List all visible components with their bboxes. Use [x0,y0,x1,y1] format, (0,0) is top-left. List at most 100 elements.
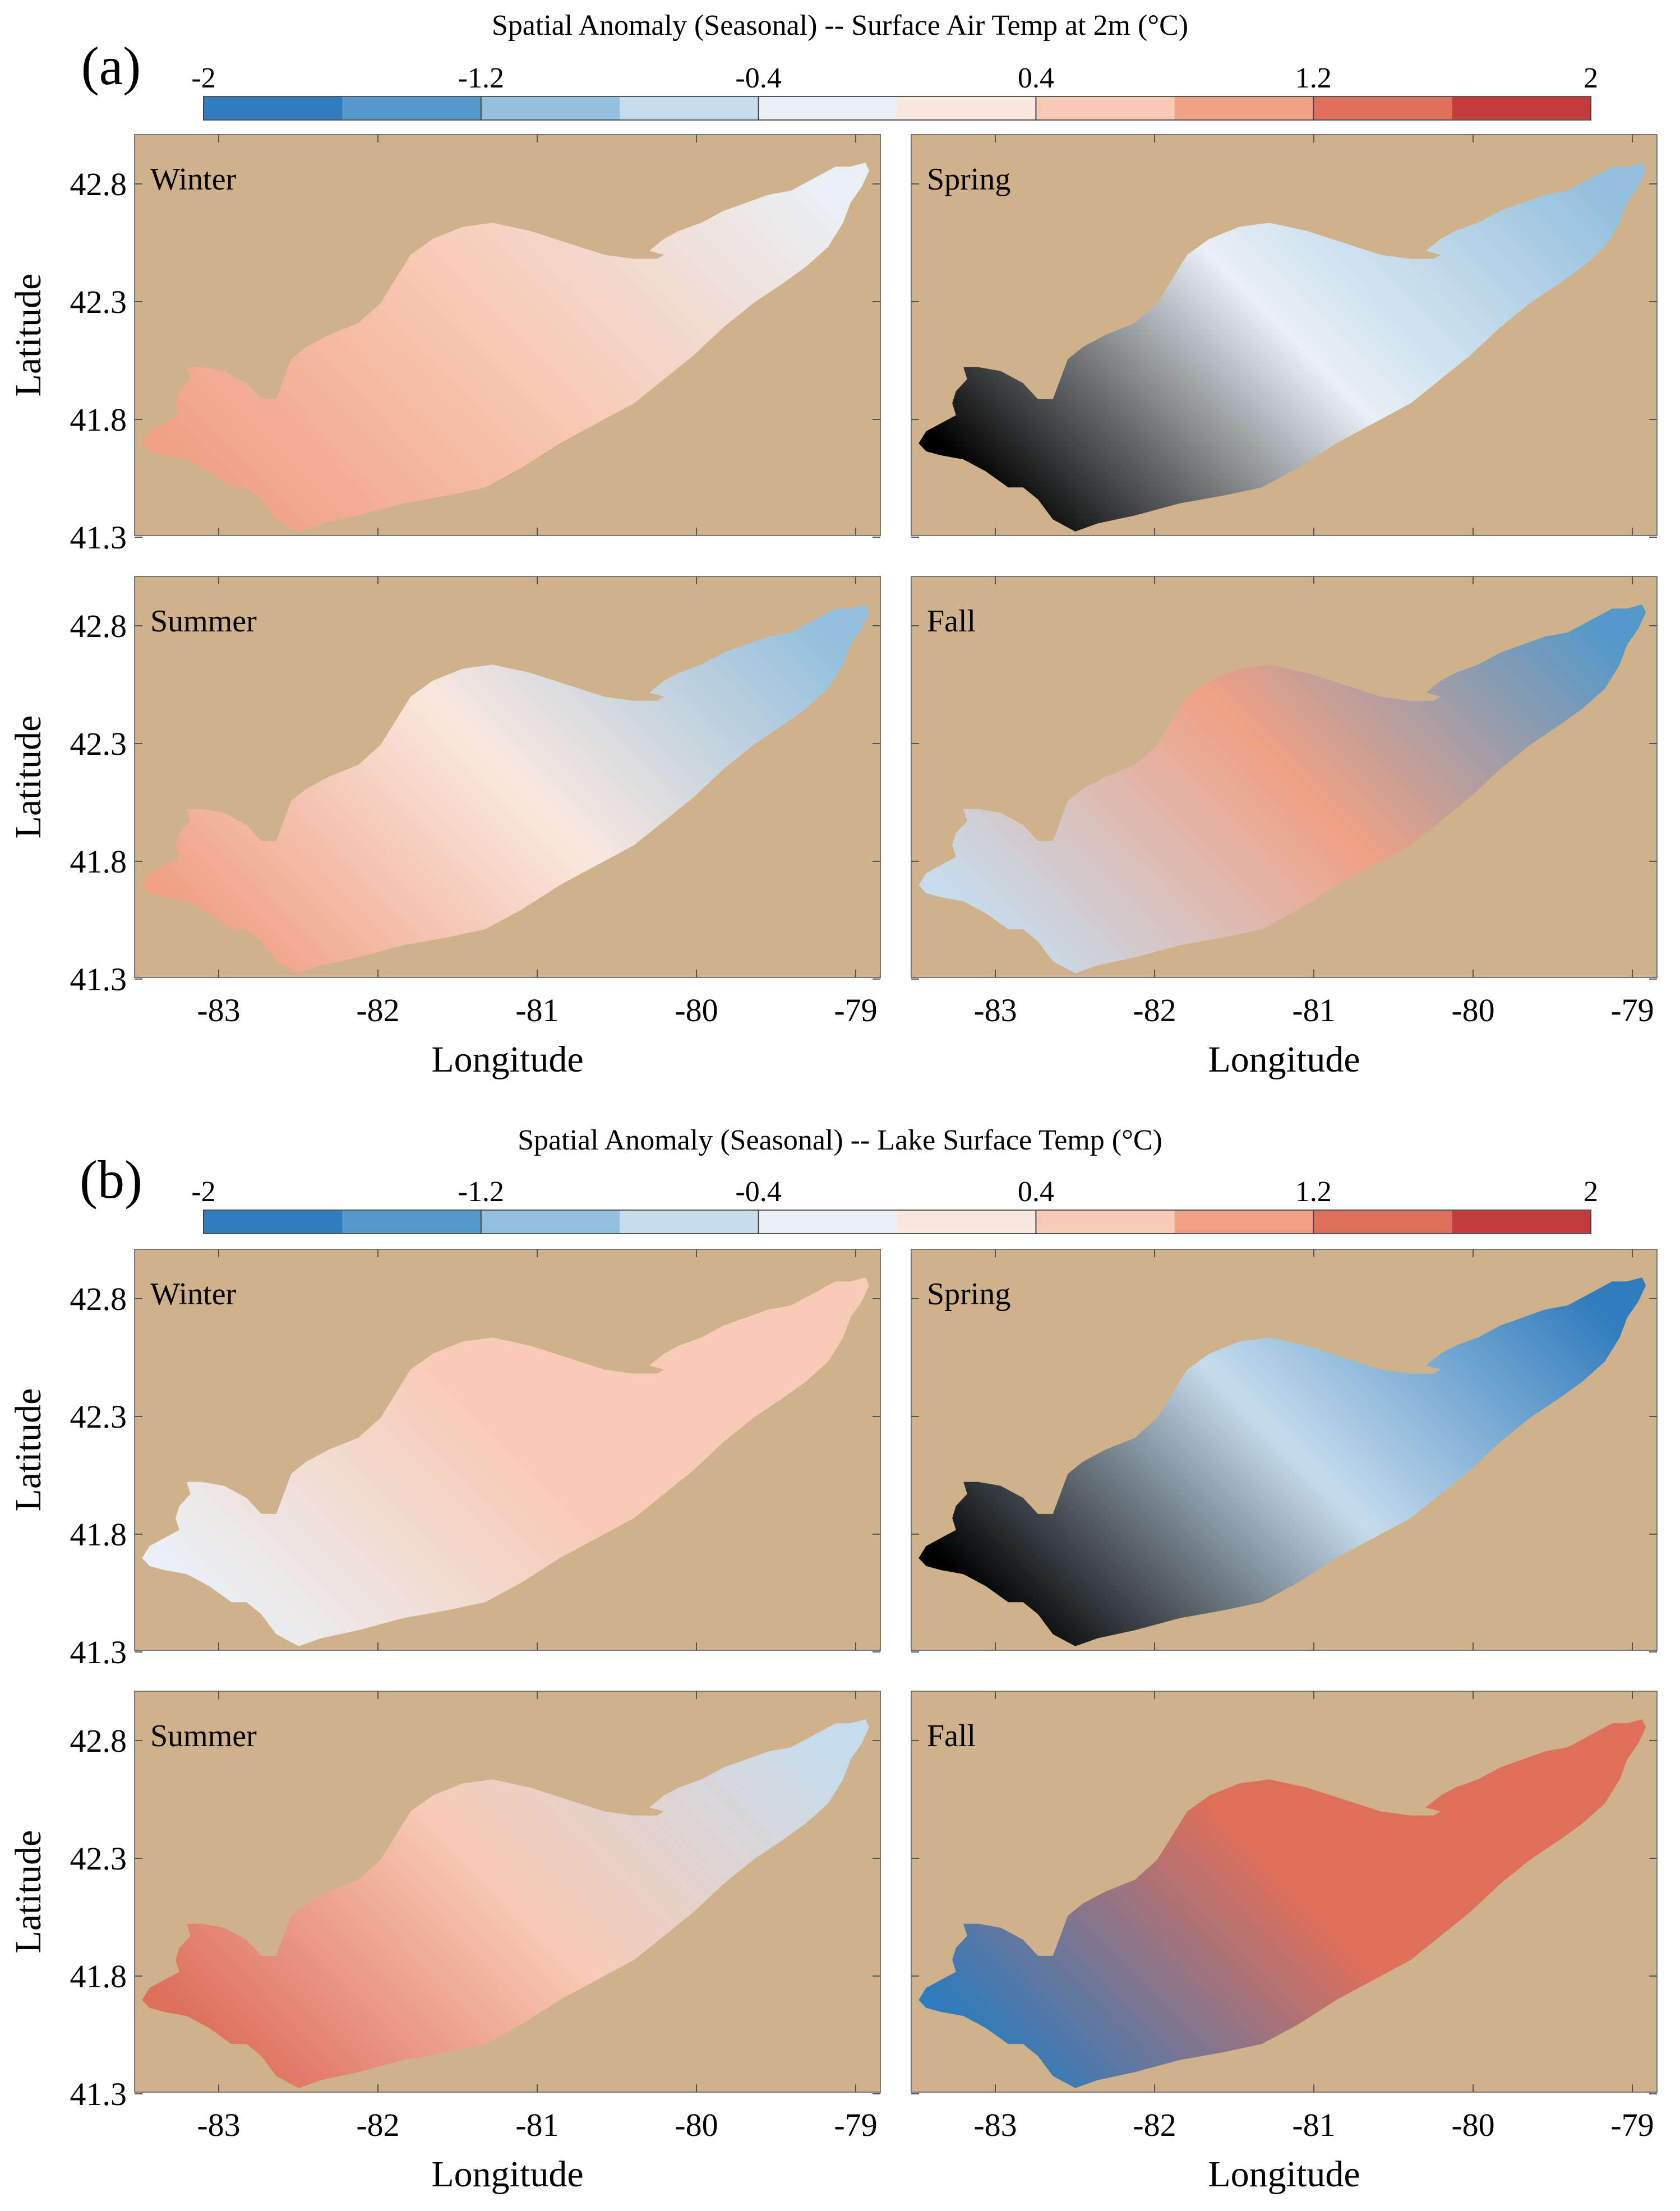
x-tick-label: -80 [1451,992,1494,1028]
x-tick-label: -82 [1133,992,1176,1028]
colorbar-segment [1174,96,1314,120]
y-axis-label: Latitude [8,1830,49,1954]
lake-erie-anomaly [919,604,1646,973]
panel-a: Spatial Anomaly (Seasonal) -- Surface Ai… [8,10,1658,1080]
colorbar-tick-label: -1.2 [458,62,504,94]
x-tick-label: -82 [1133,2107,1176,2143]
panel-letter: (b) [80,1150,142,1210]
map-panel-winter: Winter 42.8 42.3 41.8 41.3 Latitude [8,1249,881,1670]
x-tick-label: -83 [197,2107,240,2143]
panel-frame [134,576,881,978]
x-tick-label: -81 [1292,2107,1335,2143]
y-tick-label: 41.3 [70,961,127,998]
colorbar-tick-label: 1.2 [1295,1176,1332,1208]
colorbar-tick-label: 0.4 [1018,1176,1054,1208]
x-tick-label: -82 [356,2107,399,2143]
x-tick-label: -81 [1292,992,1335,1028]
y-tick-label: 41.8 [70,843,127,880]
colorbar-segment [620,96,759,120]
lake-erie-anomaly [142,1277,869,1646]
colorbar-segment [204,1210,343,1234]
map-panel-fall: Fall -83 -82 -81 -80 -79 Longitude [911,576,1658,1080]
lake-erie-anomaly [919,163,1646,532]
x-axis-label: Longitude [431,2154,583,2195]
y-tick-label: 41.8 [70,1516,127,1553]
colorbar-segment [481,1210,620,1234]
y-tick-label: 42.8 [70,1723,127,1759]
y-tick-label: 41.3 [70,2076,127,2112]
figure-title: Spatial Anomaly (Seasonal) -- Lake Surfa… [518,1124,1162,1156]
colorbar-segment [204,96,343,120]
x-tick-label: -80 [675,2107,718,2143]
x-tick-label: -80 [1451,2107,1494,2143]
x-tick-label: -83 [973,992,1017,1028]
colorbar-segment [1174,1210,1314,1234]
lake-erie-anomaly [919,1277,1646,1646]
y-tick-label: 41.3 [70,1634,127,1670]
lake-erie-anomaly [142,163,869,532]
y-tick-label: 42.3 [70,726,127,762]
x-tick-label: -79 [834,992,877,1028]
panel-frame [911,1249,1658,1651]
x-tick-label: -83 [973,2107,1017,2143]
colorbar-tick-label: -0.4 [735,62,781,94]
season-label: Fall [927,1719,976,1753]
colorbar-segment [1036,1210,1175,1234]
y-tick-label: 42.8 [70,1281,127,1317]
colorbar-segment [758,1210,898,1234]
x-axis-label: Longitude [1208,1039,1360,1080]
x-axis-label: Longitude [1208,2154,1360,2195]
season-label: Summer [150,604,257,639]
colorbar-tick-label: 0.4 [1018,62,1054,94]
colorbar-segment [1452,1210,1591,1234]
panel-frame [911,1691,1658,2093]
season-label: Summer [150,1719,257,1753]
y-tick-label: 42.3 [70,284,127,320]
colorbar: -2 -1.2 -0.4 0.4 1.2 2 [191,62,1598,121]
map-panel-spring: Spring [911,134,1658,538]
y-tick-label: 42.8 [70,608,127,644]
colorbar-tick-label: 2 [1584,1176,1598,1208]
colorbar-tick-label: -0.4 [735,1176,781,1208]
x-tick-label: -83 [197,992,240,1028]
panel-frame [134,1249,881,1651]
y-tick-label: 41.8 [70,401,127,438]
x-tick-label: -79 [1610,992,1654,1028]
season-label: Spring [927,162,1010,197]
panel-letter: (a) [81,36,141,96]
lake-erie-anomaly [919,1719,1646,2088]
x-tick-label: -79 [834,2107,877,2143]
map-panel-spring: Spring [911,1249,1658,1653]
y-tick-label: 42.8 [70,166,127,202]
map-panel-summer: Summer 42.8 42.3 41.8 41.3 Latitude -83 -82 -81 -… [8,1691,881,2195]
colorbar-tick-label: -2 [191,1176,215,1208]
colorbar-segment [481,96,620,120]
season-label: Winter [150,1277,237,1312]
colorbar-segment [342,1210,482,1234]
colorbar-segment [1313,96,1453,120]
season-label: Winter [150,162,237,197]
figure-title: Spatial Anomaly (Seasonal) -- Surface Ai… [492,10,1188,41]
colorbar-segment [758,96,898,120]
season-label: Fall [927,604,976,639]
y-tick-label: 41.8 [70,1958,127,1995]
y-axis-label: Latitude [8,1388,49,1512]
y-axis-label: Latitude [8,716,49,839]
x-tick-label: -80 [675,992,718,1028]
map-panel-fall: Fall -83 -82 -81 -80 -79 Longitude [911,1691,1658,2195]
x-tick-label: -81 [515,992,559,1028]
colorbar-tick-label: 2 [1584,62,1598,94]
y-tick-label: 42.3 [70,1840,127,1877]
x-tick-label: -81 [515,2107,559,2143]
y-tick-label: 42.3 [70,1398,127,1435]
colorbar-tick-label: -1.2 [458,1176,504,1208]
lake-erie-anomaly [142,604,869,973]
map-panel-summer: Summer 42.8 42.3 41.8 41.3 Latitude -83 -82 -81 -… [8,576,881,1080]
colorbar: -2 -1.2 -0.4 0.4 1.2 2 [191,1176,1598,1234]
lake-erie-anomaly [142,1719,869,2088]
map-panel-winter: Winter 42.8 42.3 41.8 41.3 Latitude [8,134,881,556]
colorbar-segment [897,96,1036,120]
panel-frame [134,134,881,536]
colorbar-tick-label: 1.2 [1295,62,1332,94]
